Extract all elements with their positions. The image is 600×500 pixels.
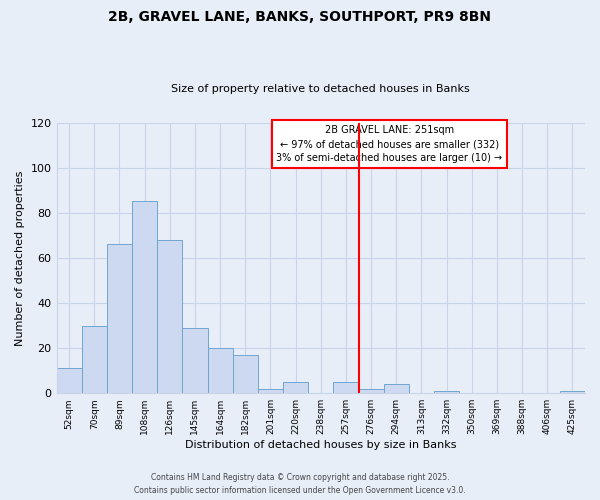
Y-axis label: Number of detached properties: Number of detached properties xyxy=(15,170,25,346)
Text: 2B GRAVEL LANE: 251sqm
← 97% of detached houses are smaller (332)
3% of semi-det: 2B GRAVEL LANE: 251sqm ← 97% of detached… xyxy=(277,126,503,164)
Bar xyxy=(157,240,182,393)
Bar xyxy=(434,391,459,393)
Bar xyxy=(82,326,107,393)
Bar xyxy=(334,382,359,393)
Title: Size of property relative to detached houses in Banks: Size of property relative to detached ho… xyxy=(172,84,470,94)
Bar xyxy=(182,328,208,393)
Bar xyxy=(233,355,258,393)
Bar xyxy=(258,388,283,393)
Bar xyxy=(359,388,383,393)
Text: Contains HM Land Registry data © Crown copyright and database right 2025.
Contai: Contains HM Land Registry data © Crown c… xyxy=(134,474,466,495)
Bar xyxy=(56,368,82,393)
Bar xyxy=(132,202,157,393)
Bar xyxy=(208,348,233,393)
X-axis label: Distribution of detached houses by size in Banks: Distribution of detached houses by size … xyxy=(185,440,457,450)
Bar xyxy=(283,382,308,393)
Text: 2B, GRAVEL LANE, BANKS, SOUTHPORT, PR9 8BN: 2B, GRAVEL LANE, BANKS, SOUTHPORT, PR9 8… xyxy=(109,10,491,24)
Bar xyxy=(107,244,132,393)
Bar xyxy=(383,384,409,393)
Bar xyxy=(560,391,585,393)
